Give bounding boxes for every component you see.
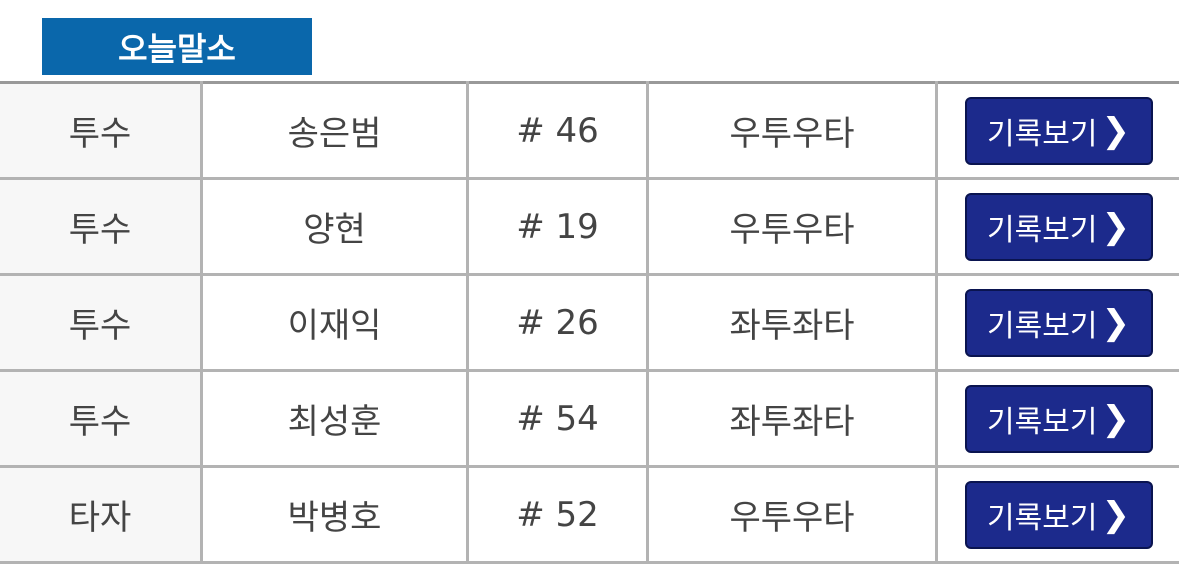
action-cell: 기록보기 ❯ [936,82,1179,180]
position-cell: 타자 [0,466,203,564]
action-cell: 기록보기 ❯ [936,466,1179,564]
player-name-cell: 송은범 [201,82,469,180]
position-cell: 투수 [0,370,203,468]
chevron-right-icon: ❯ [1101,398,1130,439]
position-cell: 투수 [0,82,203,180]
uniform-number-cell: # 26 [467,274,649,372]
player-name-cell: 양현 [201,178,469,276]
view-record-label: 기록보기 [987,116,1098,152]
chevron-right-icon: ❯ [1101,302,1130,343]
player-name-cell: 박병호 [201,466,469,564]
uniform-number-cell: # 52 [467,466,649,564]
view-record-button[interactable]: 기록보기 ❯ [964,480,1153,549]
view-record-button[interactable]: 기록보기 ❯ [964,384,1153,453]
view-record-button[interactable]: 기록보기 ❯ [964,288,1153,357]
table-row: 투수 이재익 # 26 좌투좌타 기록보기 ❯ [0,274,1179,372]
bat-throw-cell: 우투우타 [647,178,938,276]
player-name-cell: 이재익 [201,274,469,372]
view-record-label: 기록보기 [987,404,1098,440]
bat-throw-cell: 좌투좌타 [647,274,938,372]
uniform-number-cell: # 19 [467,178,649,276]
chevron-right-icon: ❯ [1101,494,1130,535]
uniform-number-cell: # 54 [467,370,649,468]
position-cell: 투수 [0,178,203,276]
section-title: 오늘말소 [42,18,312,75]
action-cell: 기록보기 ❯ [936,274,1179,372]
table-row: 타자 박병호 # 52 우투우타 기록보기 ❯ [0,466,1179,564]
chevron-right-icon: ❯ [1101,110,1130,151]
bat-throw-cell: 우투우타 [647,466,938,564]
player-name-cell: 최성훈 [201,370,469,468]
view-record-label: 기록보기 [987,500,1098,536]
action-cell: 기록보기 ❯ [936,178,1179,276]
bat-throw-cell: 좌투좌타 [647,370,938,468]
chevron-right-icon: ❯ [1101,206,1130,247]
table-row: 투수 양현 # 19 우투우타 기록보기 ❯ [0,178,1179,276]
view-record-button[interactable]: 기록보기 ❯ [964,96,1153,165]
bat-throw-cell: 우투우타 [647,82,938,180]
view-record-label: 기록보기 [987,212,1098,248]
view-record-label: 기록보기 [987,308,1098,344]
position-cell: 투수 [0,274,203,372]
table-row: 투수 송은범 # 46 우투우타 기록보기 ❯ [0,82,1179,180]
table-row: 투수 최성훈 # 54 좌투좌타 기록보기 ❯ [0,370,1179,468]
action-cell: 기록보기 ❯ [936,370,1179,468]
uniform-number-cell: # 46 [467,82,649,180]
player-table: 투수 송은범 # 46 우투우타 기록보기 ❯ 투수 양현 # 19 우투우타 … [0,81,1179,564]
view-record-button[interactable]: 기록보기 ❯ [964,192,1153,261]
